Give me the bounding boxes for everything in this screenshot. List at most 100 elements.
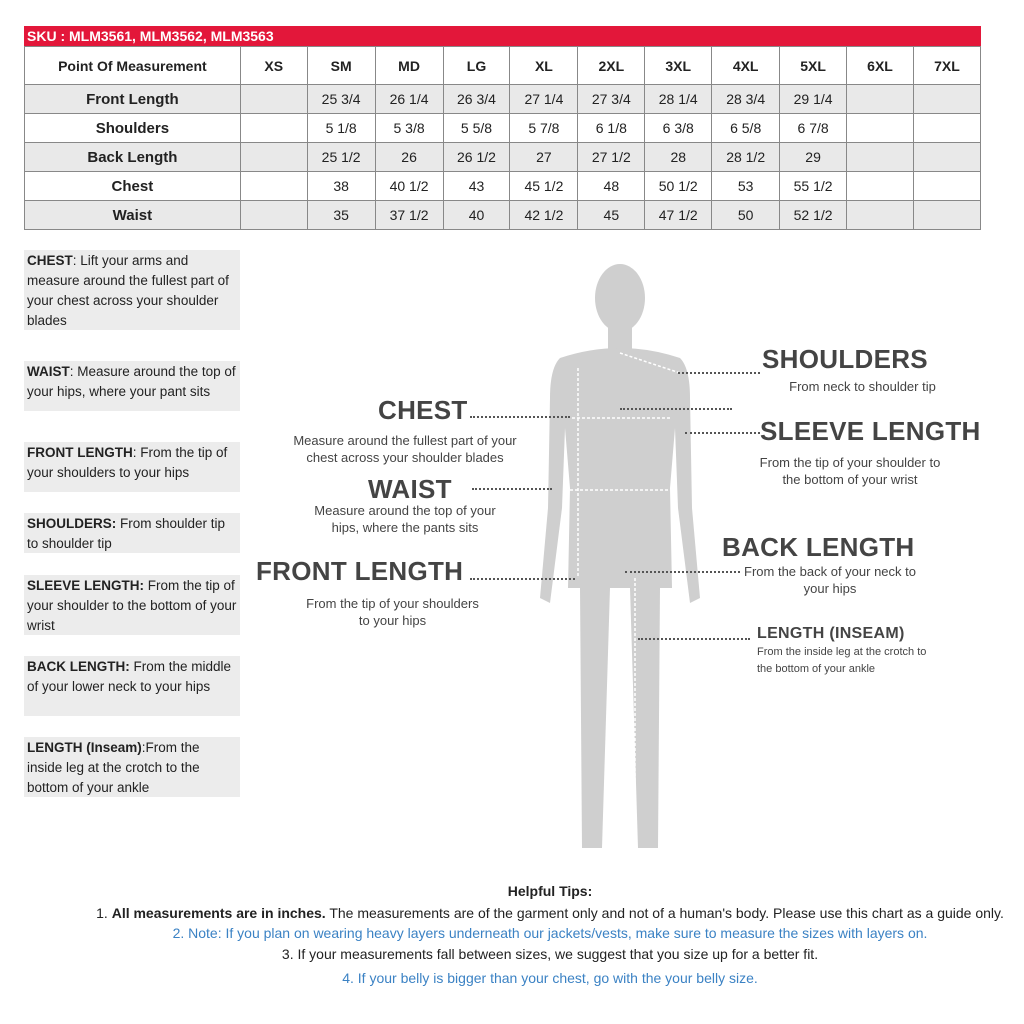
table-cell [239,171,308,201]
front-length-heading: FRONT LENGTH [256,556,464,586]
table-cell: 26 3/4 [442,84,511,114]
back-length-heading: BACK LENGTH [722,532,915,562]
column-header: SM [306,46,376,85]
table-cell: 28 [644,142,713,172]
table-cell: 50 1/2 [644,171,713,201]
back-length-desc: From the back of your neck to your hips [744,564,916,596]
table-cell: 48 [577,171,646,201]
table-cell: 6 5/8 [711,113,781,143]
guide-term: WAIST [27,364,70,379]
measure-guide-item: CHEST: Lift your arms and measure around… [24,250,240,330]
sleeve-length-heading: SLEEVE LENGTH [760,416,981,446]
column-header: XL [509,46,579,85]
table-cell [846,200,914,230]
table-cell [912,200,982,230]
body-silhouette [540,264,700,848]
tip-4: 4. If your belly is bigger than your che… [342,970,758,986]
table-cell: 47 1/2 [644,200,713,230]
column-header: 7XL [912,46,982,85]
table-cell [239,200,308,230]
table-cell [846,84,914,114]
guide-term: FRONT LENGTH [27,445,133,460]
table-cell: 50 [711,200,781,230]
measure-guide-item: LENGTH (Inseam):From the inside leg at t… [24,737,240,797]
table-cell: 28 1/2 [711,142,781,172]
table-cell: 26 [374,142,444,172]
guide-text: From the middle of your lower neck to yo… [27,659,232,694]
table-cell: 55 1/2 [779,171,848,201]
guide-term: CHEST [27,253,73,268]
table-cell: 43 [442,171,511,201]
column-header: 5XL [779,46,848,85]
table-cell: 25 3/4 [306,84,376,114]
table-cell: 6 3/8 [644,113,713,143]
table-cell [846,142,914,172]
shoulders-heading: SHOULDERS [762,344,928,374]
table-cell: 5 5/8 [442,113,511,143]
inseam-heading: LENGTH (INSEAM) [757,625,905,642]
measure-guide-item: WAIST: Measure around the top of your hi… [24,361,240,411]
table-cell: 5 3/8 [374,113,444,143]
table-cell: 28 3/4 [711,84,781,114]
table-cell: 29 1/4 [779,84,848,114]
table-cell: 40 [442,200,511,230]
table-cell: 26 1/4 [374,84,444,114]
table-cell [912,142,982,172]
waist-heading: WAIST [368,474,452,504]
guide-term: SHOULDERS: [27,516,117,531]
sleeve-length-desc: From the tip of your shoulder to the bot… [759,455,941,487]
table-cell: 25 1/2 [306,142,376,172]
column-header: XS [239,46,308,85]
table-cell: 27 1/2 [577,142,646,172]
guide-text: From shoulder tip to shoulder tip [27,516,226,551]
guide-term: SLEEVE LENGTH: [27,578,145,593]
table-cell: 27 1/4 [509,84,579,114]
table-cell: 5 1/8 [306,113,376,143]
table-row: Waist 35 37 1/2 40 42 1/2 45 47 1/2 50 52 1/2 [24,200,982,230]
chest-desc: Measure around the fullest part of your … [293,433,517,465]
table-cell: 45 [577,200,646,230]
guide-term: LENGTH (Inseam) [27,740,142,755]
table-cell: 26 1/2 [442,142,511,172]
front-length-desc: From the tip of your shoulders to your h… [306,596,479,628]
table-row: Front Length 25 3/4 26 1/4 26 3/4 27 1/4 27 3… [24,84,982,114]
table-cell: 28 1/4 [644,84,713,114]
table-cell: 27 3/4 [577,84,646,114]
table-cell [912,84,982,114]
row-label: Chest [24,171,241,201]
shoulders-desc: From neck to shoulder tip [789,379,936,394]
measure-guide-item: SLEEVE LENGTH: From the tip of your shou… [24,575,240,635]
table-cell [239,113,308,143]
table-cell [912,113,982,143]
sku-banner: SKU : MLM3561, MLM3562, MLM3563 [24,26,981,46]
guide-term: BACK LENGTH: [27,659,130,674]
column-header: 3XL [644,46,713,85]
table-cell: 40 1/2 [374,171,444,201]
table-cell: 38 [306,171,376,201]
table-cell: 53 [711,171,781,201]
row-label: Front Length [24,84,241,114]
guide-text: : Lift your arms and measure around the … [27,253,229,328]
column-header: 2XL [577,46,646,85]
column-header: MD [374,46,444,85]
measure-guide-item: BACK LENGTH: From the middle of your low… [24,656,240,716]
measure-guide-item: SHOULDERS: From shoulder tip to shoulder… [24,513,240,553]
row-label: Back Length [24,142,241,172]
guide-text: : Measure around the top of your hips, w… [27,364,236,399]
table-cell [846,171,914,201]
measure-guide-item: FRONT LENGTH: From the tip of your shoul… [24,442,240,492]
table-row: Shoulders 5 1/8 5 3/8 5 5/8 5 7/8 6 1/8 6 3/8 6… [24,113,982,143]
table-cell [846,113,914,143]
size-table: Point Of Measurement XS SM MD LG XL 2XL 3XL 4XL 5… [24,46,982,230]
table-cell [239,142,308,172]
tip-1: 1. All measurements are in inches. The m… [96,905,1004,921]
inseam-desc: From the inside leg at the crotch to the… [757,646,927,675]
table-cell: 45 1/2 [509,171,579,201]
column-header: 4XL [711,46,781,85]
table-cell [239,84,308,114]
column-header: LG [442,46,511,85]
table-cell: 6 1/8 [577,113,646,143]
guide-text: :From the inside leg at the crotch to th… [27,740,200,795]
guide-text: : From the tip of your shoulders to your… [27,445,228,480]
table-row: Chest 38 40 1/2 43 45 1/2 48 50 1/2 53 55 1/2 [24,171,982,201]
